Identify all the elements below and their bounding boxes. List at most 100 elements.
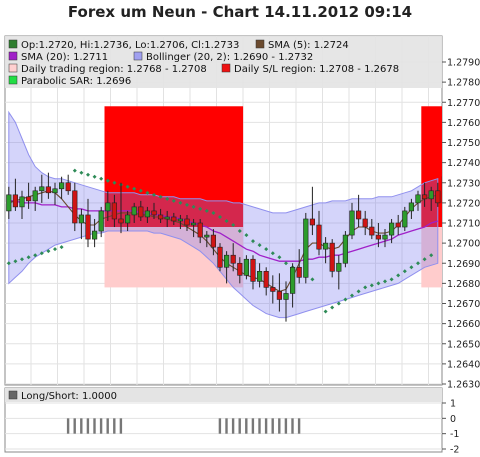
legend-background — [5, 36, 442, 88]
short-bar — [231, 418, 235, 434]
y-tick-label: 1.2750 — [447, 138, 480, 149]
sar-point — [409, 265, 414, 270]
legend-sar: Parabolic SAR: 1.2696 — [21, 76, 131, 87]
sar-point — [92, 174, 97, 179]
candlesticks — [6, 172, 442, 322]
legend-sma5: SMA (5): 1.2724 — [268, 40, 349, 51]
candle-body — [402, 210, 408, 228]
candle-body — [428, 190, 434, 200]
legend-long-short: Long/Short: 1.0000 — [21, 391, 117, 402]
candle-body — [158, 214, 164, 220]
legend-bollinger: Bollinger (20, 2): 1.2690 - 1.2732 — [146, 52, 313, 63]
sar-point — [112, 180, 117, 185]
sar-point — [270, 251, 275, 256]
y-tick-label: 1.2710 — [447, 219, 480, 230]
sub-y-tick-label: 1 — [450, 399, 456, 410]
short-bar — [238, 418, 241, 434]
candle-body — [421, 194, 428, 200]
candle-body — [184, 218, 190, 226]
sar-point — [191, 204, 196, 209]
y-tick-label: 1.2660 — [447, 319, 480, 330]
candle-body — [197, 222, 203, 238]
legend-ohlc: Op:1.2720, Hi:1.2736, Lo:1.2706, Cl:1.27… — [21, 40, 239, 51]
candle-body — [329, 242, 335, 272]
y-tick-label: 1.2670 — [447, 299, 480, 310]
y-tick-label: 1.2790 — [447, 58, 480, 69]
legend-trading-region: Daily trading region: 1.2768 - 1.2708 — [21, 64, 207, 75]
trading-region — [104, 106, 244, 228]
legend-swatch-long-short — [8, 390, 18, 400]
candle-body — [45, 186, 51, 194]
sl-region — [421, 227, 442, 288]
candle-body — [369, 226, 375, 236]
sar-point — [132, 186, 137, 191]
sar-point — [198, 206, 203, 211]
candle-body — [256, 270, 263, 282]
short-bar — [245, 418, 248, 434]
sar-point — [429, 253, 434, 258]
candle-body — [72, 190, 78, 224]
sar-point — [138, 188, 143, 193]
candle-body — [118, 218, 124, 224]
candle-body — [441, 176, 442, 204]
candle-body — [171, 216, 177, 222]
candle-body — [125, 214, 131, 224]
sar-point — [350, 293, 354, 298]
legend: Op:1.2720, Hi:1.2736, Lo:1.2706, Cl:1.27… — [8, 39, 399, 87]
sar-point — [389, 277, 394, 282]
sub-legend-background — [5, 388, 442, 402]
candle-body — [309, 218, 316, 226]
sar-point — [6, 261, 11, 266]
sar-point — [72, 168, 77, 173]
y-tick-label: 1.2640 — [447, 359, 480, 370]
candle-body — [322, 242, 329, 250]
sar-point — [86, 172, 90, 177]
short-bar — [278, 418, 281, 434]
candle-body — [303, 218, 309, 278]
candle-body — [243, 258, 250, 276]
sar-point — [13, 259, 18, 264]
candle-body — [316, 224, 322, 250]
candle-body — [210, 234, 217, 248]
sar-point — [336, 301, 341, 306]
sar-point — [39, 251, 44, 256]
legend-swatch-sl-region — [221, 63, 231, 73]
sma20-line — [8, 200, 438, 262]
legend-swatch-sma5 — [255, 39, 265, 49]
candle-body — [355, 210, 362, 220]
sar-point — [323, 309, 328, 314]
short-bar — [264, 418, 268, 434]
sub-y-tick-label: -2 — [450, 445, 459, 456]
sar-point — [343, 297, 348, 302]
sar-point — [178, 200, 183, 205]
short-bar — [218, 418, 222, 434]
sar-point — [416, 261, 420, 266]
candle-body — [6, 194, 12, 212]
y-tick-label: 1.2770 — [447, 98, 480, 109]
sar-point — [211, 210, 216, 215]
candle-body — [144, 210, 151, 218]
short-bar — [119, 418, 123, 434]
candle-body — [85, 214, 91, 240]
y-tick-label: 1.2740 — [447, 158, 480, 169]
candle-body — [388, 222, 395, 236]
candle-body — [151, 210, 157, 216]
candle-body — [111, 202, 117, 220]
sar-point — [59, 245, 64, 250]
y-tick-label: 1.2780 — [447, 78, 480, 89]
sar-point — [26, 255, 31, 260]
short-bar — [113, 418, 116, 434]
sar-point — [218, 214, 222, 219]
legend-sma20: SMA (20): 1.2711 — [21, 52, 108, 63]
sar-point — [237, 229, 242, 234]
sar-point — [422, 257, 427, 262]
candle-body — [289, 266, 296, 294]
sar-point — [257, 243, 262, 248]
candle-body — [395, 222, 401, 228]
sar-point — [363, 285, 368, 290]
sar-point — [165, 196, 170, 201]
legend-swatch-sar — [8, 75, 18, 85]
short-bar — [99, 418, 103, 434]
